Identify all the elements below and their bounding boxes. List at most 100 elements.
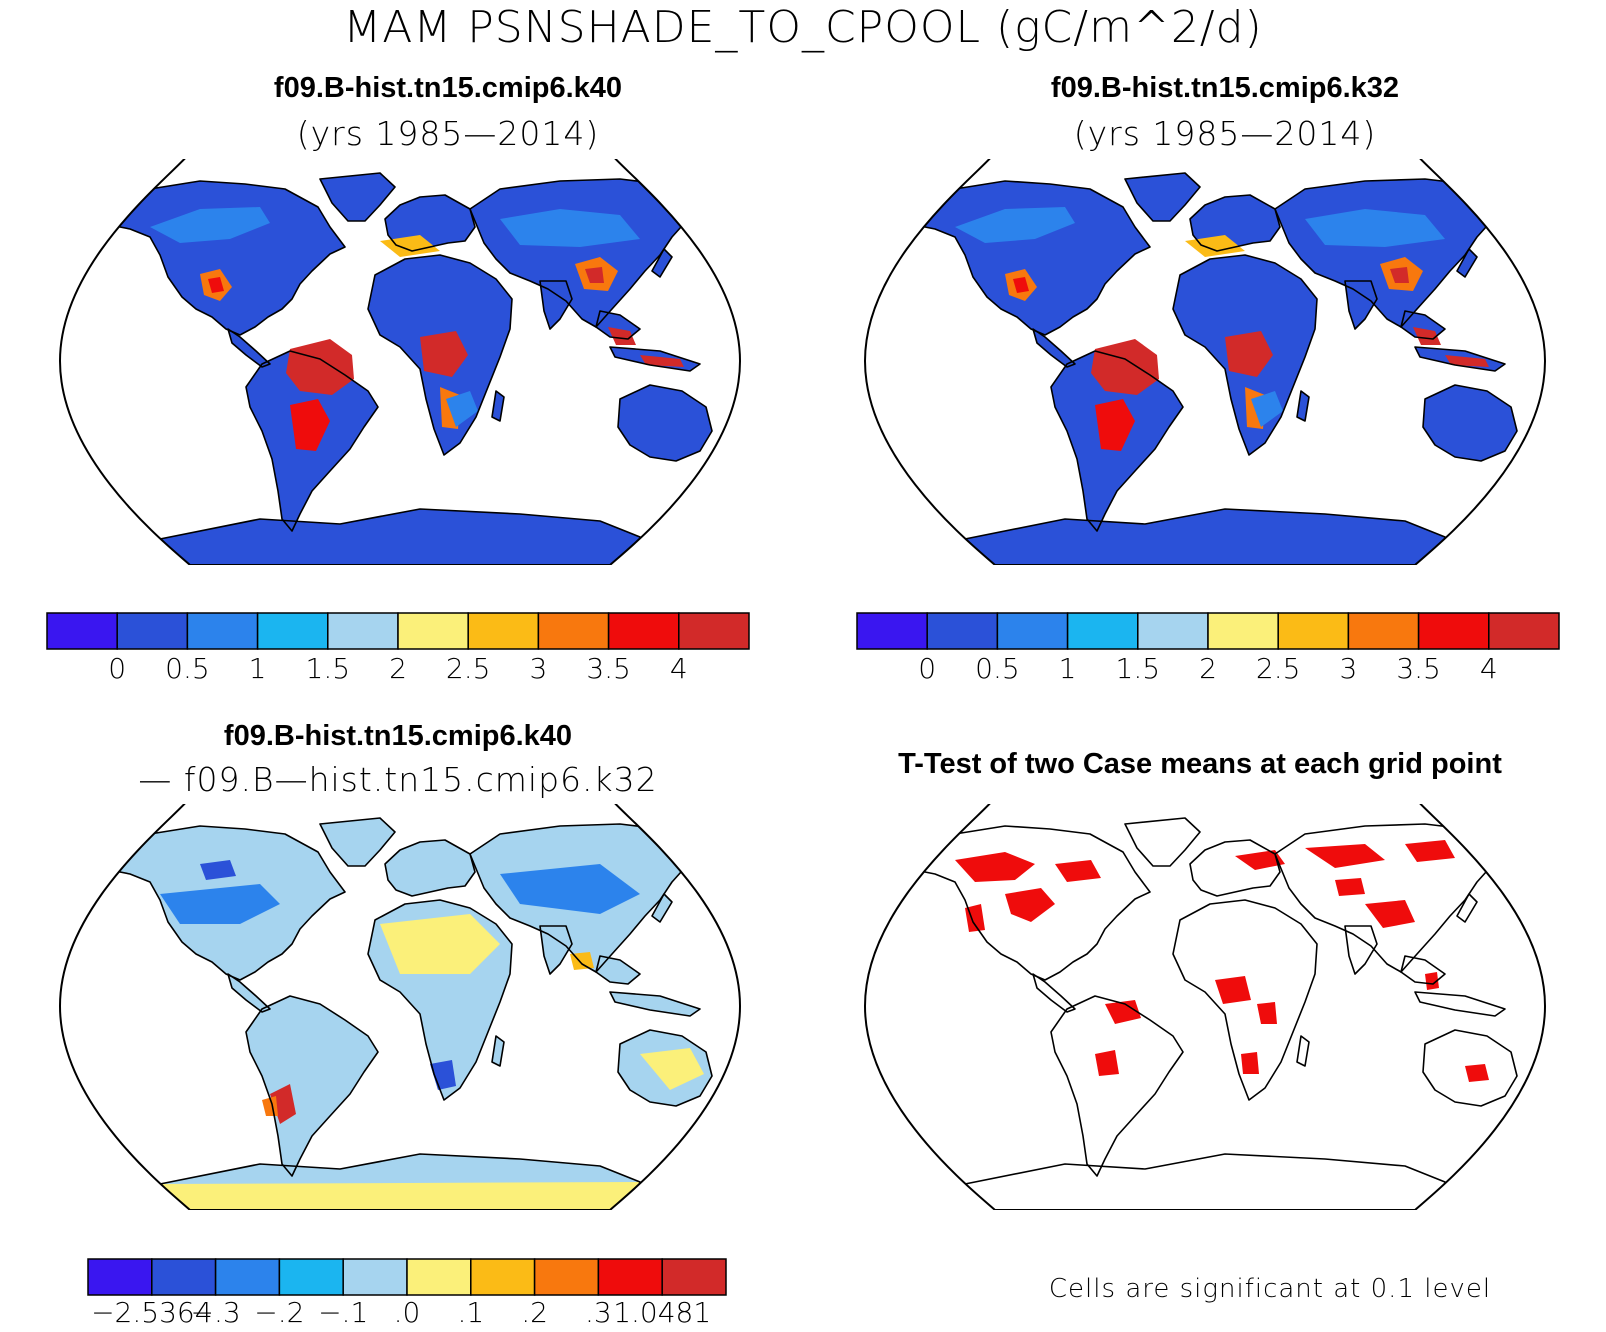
map-top-left-field-0	[286, 339, 354, 395]
map-bottom-left-land-india	[540, 926, 572, 974]
map-bottom-left-land-japan	[652, 894, 672, 922]
map-bottom-right-coast-camerica	[1032, 973, 1076, 1013]
map-top-left-coast-seasia	[595, 310, 641, 340]
map-top-right-field-9	[1445, 355, 1489, 367]
figure-title: MAM PSNSHADE_TO_CPOOL (gC/m^2/d)	[343, 2, 1263, 53]
colorbar-top-left-tick-label: 0.5	[165, 652, 210, 685]
map-bottom-right-coast-samerica	[1050, 995, 1184, 1177]
map-top-left-coast-madagascar	[491, 390, 505, 422]
colorbar-top-right-swatch-1	[926, 612, 999, 650]
map-top-right-coast-antarctica	[964, 508, 1446, 565]
map-top-right-field-10	[955, 207, 1075, 243]
map-bottom-right-significant-10	[1257, 1002, 1277, 1024]
map-bottom-left-coast-india	[539, 925, 573, 975]
map-bottom-right-land-antarctica	[965, 1154, 1445, 1210]
map-top-left-coast-japan	[651, 248, 673, 278]
map-top-right-coast-asia	[1274, 178, 1506, 328]
map-bottom-right-coast-japan	[1456, 893, 1478, 923]
map-top-left-coast-australia	[617, 384, 713, 462]
map-top-left-coast-asia	[469, 178, 701, 328]
colorbar-top-left-swatch-5	[397, 612, 469, 650]
map-top-right-land-namerica	[900, 181, 1150, 335]
map-bottom-left-land-camerica	[228, 974, 270, 1012]
map-top-left-field-13	[446, 391, 478, 427]
map-top-left-field-5	[208, 277, 224, 293]
colorbar-bottom-left-tick-label: 1.0481	[613, 1296, 712, 1329]
map-top-left-land-india	[540, 281, 572, 329]
map-bottom-left-field-8	[200, 860, 236, 880]
map-bottom-right-land-camerica	[1033, 974, 1075, 1012]
map-bottom-left-frame	[58, 804, 742, 1210]
map-top-right-coast-seasia	[1400, 310, 1446, 340]
map-top-left-field-8	[608, 327, 636, 345]
map-top-left-coast-greenland	[319, 172, 396, 222]
map-bottom-left-field-1	[160, 884, 280, 924]
colorbar-top-left-swatch-6	[467, 612, 540, 650]
map-top-right-land-australia	[1423, 385, 1517, 461]
map-bottom-left-land-europe	[385, 840, 475, 896]
map-top-left-field-11	[500, 209, 640, 247]
map-bottom-left-land-indonesia	[610, 992, 700, 1016]
map-top-left-coast-antarctica	[159, 508, 641, 565]
map-bottom-right-significant-8	[1095, 1050, 1119, 1076]
map-bottom-right-coast-greenland	[1124, 817, 1201, 867]
map-bottom-left-coast-greenland	[319, 817, 396, 867]
map-top-right	[863, 159, 1547, 565]
map-bottom-left-coast-asia	[469, 823, 701, 973]
map-bottom-right-coast-madagascar	[1296, 1035, 1310, 1067]
colorbar-top-left-swatch-7	[537, 612, 610, 650]
map-bottom-right-land-india	[1345, 926, 1377, 974]
colorbar-top-right-swatch-5	[1207, 612, 1279, 650]
map-top-left-field-10	[150, 207, 270, 243]
bottom-left-minus-line: — f09.B—hist.tn15.cmip6.k32	[138, 760, 658, 799]
map-top-right-coast-japan	[1456, 248, 1478, 278]
map-top-right-coast-europe	[1189, 194, 1281, 252]
map-bottom-right-coast-africa	[1172, 899, 1318, 1101]
map-bottom-right	[863, 804, 1547, 1210]
map-bottom-right-land-samerica	[1051, 996, 1183, 1176]
map-bottom-right-coast-indonesia	[1414, 991, 1506, 1017]
map-top-left-land-australia	[618, 385, 712, 461]
colorbar-top-left-swatch-9	[678, 612, 750, 650]
map-top-right-field-0	[1091, 339, 1159, 395]
colorbar-bottom-left-swatch-2	[214, 1258, 281, 1296]
map-bottom-left-field-5	[160, 1182, 640, 1210]
colorbar-top-right-tick-label: 1	[1058, 652, 1077, 685]
map-bottom-right-coast-europe	[1189, 839, 1281, 897]
map-bottom-right-coast-namerica	[899, 825, 1151, 981]
colorbar-top-right-swatch-3	[1066, 612, 1139, 650]
map-bottom-right-land-indonesia	[1415, 992, 1505, 1016]
map-bottom-right-coast-australia	[1422, 1029, 1518, 1107]
map-bottom-right-significant-13	[1465, 1064, 1489, 1082]
colorbar-bottom-left-labels: −2.5364 −.3 −.2 −.1 .0 .1 .2 .3 1.0481	[87, 1296, 727, 1332]
map-bottom-right-significant-15	[1335, 878, 1365, 896]
map-top-left-coast-indonesia	[609, 346, 701, 372]
map-top-left-field-1	[290, 399, 330, 451]
map-top-right-land-japan	[1457, 249, 1477, 277]
map-top-left-frame	[58, 159, 742, 565]
map-bottom-left-coast-japan	[651, 893, 673, 923]
colorbar-bottom-left-swatch-9	[661, 1258, 727, 1296]
top-right-years: (yrs 1985—2014)	[1073, 114, 1377, 153]
colorbar-top-right-tick-label: 0.5	[975, 652, 1020, 685]
map-bottom-right-coast-antarctica	[964, 1153, 1446, 1210]
colorbar-bottom-left-swatch-3	[278, 1258, 344, 1296]
map-top-right-field-7	[1390, 267, 1409, 283]
map-top-right-coast-australia	[1422, 384, 1518, 462]
colorbar-top-right-swatch-7	[1347, 612, 1420, 650]
map-top-right-coast-indonesia	[1414, 346, 1506, 372]
colorbar-top-left-swatch-1	[116, 612, 189, 650]
colorbar-top-left-swatch-0	[46, 612, 118, 650]
map-top-left-coast-camerica	[227, 328, 271, 368]
colorbar-bottom-left-tick-label: −.1	[318, 1296, 369, 1329]
map-bottom-left-coast-australia	[617, 1029, 713, 1107]
map-top-right-coast-madagascar	[1296, 390, 1310, 422]
map-bottom-right-frame	[863, 804, 1547, 1210]
map-top-right-field-1	[1095, 399, 1135, 451]
top-left-years: (yrs 1985—2014)	[296, 114, 600, 153]
map-top-right-field-13	[1251, 391, 1283, 427]
colorbar-bottom-left-tick-label: .3	[585, 1296, 612, 1329]
map-bottom-left-coast-camerica	[227, 973, 271, 1013]
map-bottom-left-coast-indonesia	[609, 991, 701, 1017]
map-bottom-right-significant-12	[1425, 972, 1439, 990]
